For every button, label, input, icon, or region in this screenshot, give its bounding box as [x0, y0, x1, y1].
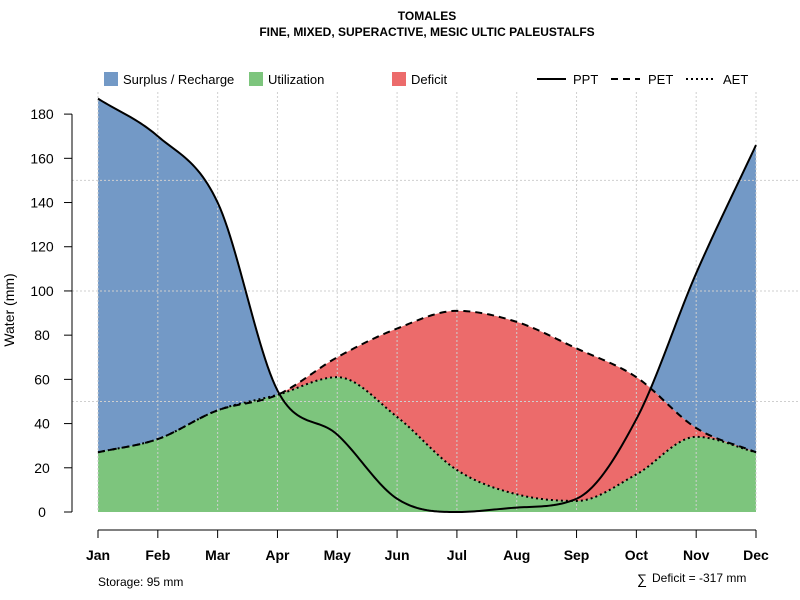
- y-tick-label: 20: [34, 460, 50, 476]
- x-tick-label-aug: Aug: [503, 547, 530, 563]
- deficit-area: [98, 310, 756, 501]
- legend-label-aet: AET: [723, 72, 748, 87]
- grid: [72, 92, 800, 512]
- legend: Surplus / Recharge Utilization Deficit P…: [104, 72, 748, 87]
- storage-note: Storage: 95 mm: [98, 575, 183, 589]
- series-line-aet: [97, 376, 757, 502]
- x-tick-label-jan: Jan: [86, 547, 110, 563]
- sum-symbol: ∑: [637, 571, 647, 587]
- x-tick-label-feb: Feb: [145, 547, 170, 563]
- area-fills: [98, 98, 756, 512]
- legend-label-pet: PET: [648, 72, 673, 87]
- legend-label-surplus: Surplus / Recharge: [123, 72, 234, 87]
- y-tick-label: 120: [30, 239, 54, 255]
- legend-swatch-surplus: [104, 72, 118, 86]
- legend-label-ppt: PPT: [573, 72, 598, 87]
- legend-swatch-utilization: [249, 72, 263, 86]
- series-lines: [97, 97, 757, 513]
- x-tick-label-jul: Jul: [447, 547, 467, 563]
- chart-title: TOMALES: [398, 9, 456, 23]
- legend-label-deficit: Deficit: [411, 72, 448, 87]
- y-tick-label: 140: [30, 195, 54, 211]
- y-tick-label: 80: [34, 327, 50, 343]
- y-tick-label: 0: [38, 504, 46, 520]
- y-tick-label: 160: [30, 150, 54, 166]
- surplus-area: [98, 98, 756, 453]
- y-axis-label: Water (mm): [1, 273, 17, 346]
- legend-label-utilization: Utilization: [268, 72, 324, 87]
- x-tick-label-may: May: [324, 547, 351, 563]
- x-tick-label-mar: Mar: [205, 547, 230, 563]
- x-tick-label-sep: Sep: [564, 547, 590, 563]
- x-tick-label-jun: Jun: [385, 547, 410, 563]
- x-tick-label-nov: Nov: [683, 547, 710, 563]
- x-tick-label-apr: Apr: [265, 547, 290, 563]
- axes: 0 20 40 60 80 100 120 140 160 180 Jan Feb Mar Apr May J…: [30, 106, 769, 563]
- chart-subtitle: FINE, MIXED, SUPERACTIVE, MESIC ULTIC PA…: [259, 25, 594, 39]
- x-tick-label-oct: Oct: [625, 547, 649, 563]
- x-tick-label-dec: Dec: [743, 547, 769, 563]
- legend-swatch-deficit: [392, 72, 406, 86]
- series-line-ppt: [97, 97, 757, 513]
- y-tick-label: 60: [34, 371, 50, 387]
- deficit-note: Deficit = -317 mm: [652, 571, 746, 585]
- y-tick-label: 40: [34, 416, 50, 432]
- y-tick-label: 100: [30, 283, 54, 299]
- y-tick-label: 180: [30, 106, 54, 122]
